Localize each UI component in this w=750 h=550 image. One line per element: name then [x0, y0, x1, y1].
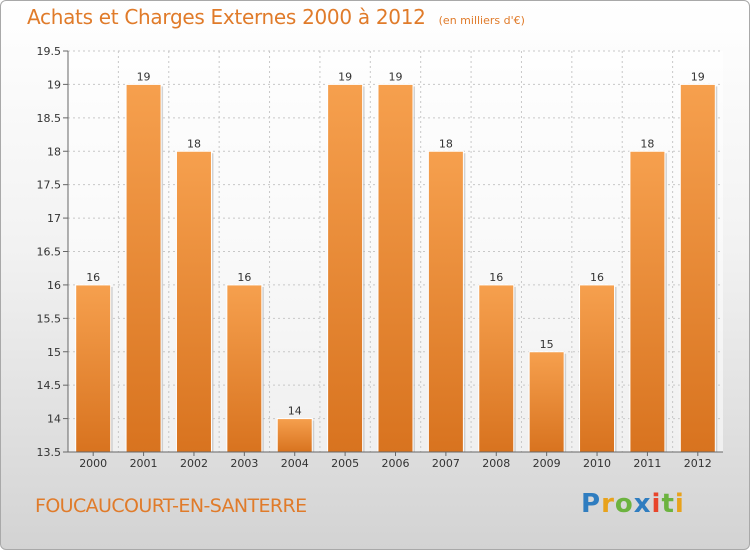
y-tick-label: 16.5	[37, 246, 62, 259]
value-label: 18	[187, 137, 201, 150]
y-tick-label: 16	[47, 279, 61, 292]
x-tick-label: 2002	[180, 457, 208, 470]
bar	[327, 83, 364, 453]
bar	[679, 83, 716, 453]
y-tick-label: 15	[47, 346, 61, 359]
bar	[75, 284, 112, 453]
x-tick-label: 2006	[382, 457, 410, 470]
value-label: 16	[489, 271, 503, 284]
x-tick-label: 2000	[79, 457, 107, 470]
axis-layer: 13.5 14 14.5 15 15.5 16 16.5 17 17.5 18 18.5 19 19.5…	[37, 45, 723, 470]
x-tick-label: 2007	[432, 457, 460, 470]
value-label: 19	[389, 70, 403, 83]
commune-name: FOUCAUCOURT-EN-SANTERRE	[35, 495, 307, 517]
value-label: 18	[640, 137, 654, 150]
bar	[175, 150, 212, 453]
value-label: 14	[288, 405, 302, 418]
value-label: 19	[691, 70, 705, 83]
x-tick-label: 2004	[281, 457, 309, 470]
logo-letter: o	[614, 489, 634, 519]
chart-title: Achats et Charges Externes 2000 à 2012 (…	[27, 5, 525, 29]
x-tick-label: 2003	[230, 457, 258, 470]
title-text: Achats et Charges Externes 2000 à 2012	[27, 5, 426, 29]
x-tick-label: 2012	[684, 457, 712, 470]
bar	[377, 83, 414, 453]
bar	[629, 150, 666, 453]
bar	[478, 284, 515, 453]
bar	[427, 150, 464, 453]
logo-letter: i	[674, 489, 685, 519]
x-tick-label: 2010	[583, 457, 611, 470]
logo-letter: t	[661, 489, 675, 519]
y-tick-label: 19	[47, 78, 61, 91]
bar	[528, 351, 565, 453]
x-tick-label: 2009	[533, 457, 561, 470]
value-label: 19	[137, 70, 151, 83]
x-tick-label: 2005	[331, 457, 359, 470]
logo-letter: P	[581, 489, 602, 519]
y-tick-label: 13.5	[37, 446, 62, 459]
logo-letter: r	[601, 489, 615, 519]
value-label: 19	[338, 70, 352, 83]
logo-letter: i	[651, 489, 662, 519]
bar-layer: 16 19 18 16 14 19 19 18 16 15 16 18 19	[75, 70, 718, 453]
value-label: 16	[590, 271, 604, 284]
bar	[579, 284, 616, 453]
bar	[276, 418, 313, 453]
y-tick-label: 17.5	[37, 179, 62, 192]
value-label: 16	[237, 271, 251, 284]
value-label: 15	[540, 338, 554, 351]
y-tick-label: 14	[47, 413, 61, 426]
y-tick-label: 19.5	[37, 45, 62, 58]
y-tick-label: 15.5	[37, 312, 62, 325]
y-tick-label: 18	[47, 145, 61, 158]
y-tick-label: 18.5	[37, 112, 62, 125]
bar	[226, 284, 263, 453]
value-label: 18	[439, 137, 453, 150]
x-tick-label: 2008	[482, 457, 510, 470]
x-tick-label: 2011	[633, 457, 661, 470]
unit-note: (en milliers d'€)	[438, 14, 525, 27]
y-tick-label: 17	[47, 212, 61, 225]
value-label: 16	[86, 271, 100, 284]
y-tick-label: 14.5	[37, 379, 62, 392]
logo-letter: x	[633, 489, 652, 519]
proxiti-logo: Proxiti	[581, 489, 685, 519]
x-tick-label: 2001	[130, 457, 158, 470]
bar	[125, 83, 162, 453]
